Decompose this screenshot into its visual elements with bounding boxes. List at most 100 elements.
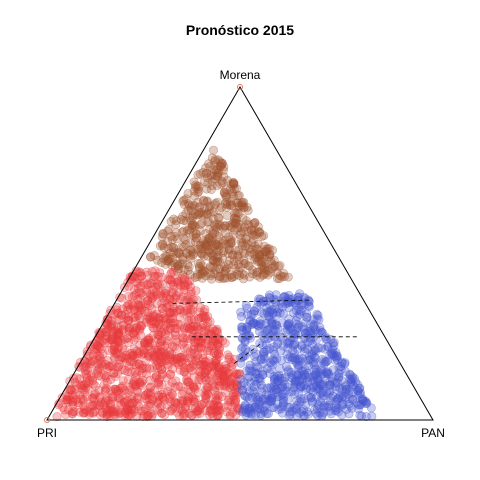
- data-point-pri: [111, 384, 121, 394]
- data-point-pri: [118, 325, 128, 335]
- data-point-pri: [131, 381, 141, 391]
- data-point-pan: [242, 382, 252, 392]
- data-point-pri: [189, 396, 199, 406]
- data-point-pri: [165, 301, 175, 311]
- data-point-pri: [214, 369, 224, 379]
- data-point-morena: [214, 241, 224, 251]
- data-point-pri: [213, 410, 223, 420]
- data-point-pan: [327, 377, 337, 387]
- data-point-pri: [165, 354, 175, 364]
- data-point-morena: [210, 171, 220, 181]
- data-point-pan: [291, 300, 301, 310]
- data-point-pri: [204, 329, 214, 339]
- data-point-morena: [199, 177, 209, 187]
- data-point-pan: [310, 405, 320, 415]
- data-point-pan: [254, 321, 264, 331]
- data-point-morena: [191, 233, 201, 243]
- data-point-morena: [207, 274, 217, 284]
- data-point-pri: [205, 346, 215, 356]
- data-point-pri: [168, 306, 178, 316]
- data-point-pri: [87, 400, 97, 410]
- data-point-pri: [184, 394, 194, 404]
- data-point-pri: [149, 310, 159, 320]
- data-point-pri: [192, 322, 202, 332]
- data-point-pri: [173, 276, 183, 286]
- data-point-pri: [113, 368, 123, 378]
- data-point-pan: [294, 305, 304, 315]
- data-point-pri: [234, 368, 244, 378]
- data-point-pri: [113, 406, 123, 416]
- data-point-morena: [256, 257, 266, 267]
- data-point-morena: [229, 178, 239, 188]
- data-point-pan: [348, 372, 358, 382]
- data-point-pri: [142, 270, 152, 280]
- data-point-pri: [189, 359, 199, 369]
- data-point-pan: [250, 403, 260, 413]
- data-point-morena: [208, 251, 218, 261]
- data-point-pri: [191, 403, 201, 413]
- data-point-pri: [101, 386, 111, 396]
- data-point-morena: [195, 269, 205, 279]
- data-point-morena: [214, 213, 224, 223]
- data-point-pan: [320, 357, 330, 367]
- data-point-pan: [316, 363, 326, 373]
- data-point-pri: [88, 350, 98, 360]
- data-point-pri: [152, 279, 162, 289]
- data-point-pan: [331, 399, 341, 409]
- data-point-pri: [167, 390, 177, 400]
- data-point-morena: [255, 227, 265, 237]
- data-point-pri: [152, 397, 162, 407]
- data-point-morena: [196, 240, 206, 250]
- data-point-pri: [124, 291, 134, 301]
- data-point-pan: [319, 379, 329, 389]
- data-point-pri: [112, 386, 122, 396]
- data-point-pri: [108, 334, 118, 344]
- data-point-pan: [316, 343, 326, 353]
- data-point-pri: [187, 325, 197, 335]
- data-point-pan: [240, 401, 250, 411]
- data-point-pri: [165, 275, 175, 285]
- pri-vertex-marker: [44, 417, 50, 423]
- data-point-pri: [202, 365, 212, 375]
- data-point-pri: [82, 406, 92, 416]
- data-point-pri: [169, 267, 179, 277]
- data-point-pan: [244, 394, 254, 404]
- data-point-morena: [243, 206, 253, 216]
- data-point-pri: [194, 366, 204, 376]
- data-point-morena: [210, 239, 220, 249]
- data-point-pri: [115, 314, 125, 324]
- data-point-pan: [269, 374, 279, 384]
- data-point-morena: [201, 241, 211, 251]
- data-point-morena: [213, 171, 223, 181]
- data-point-pan: [285, 402, 295, 412]
- data-point-morena: [201, 209, 211, 219]
- data-point-pan: [247, 366, 257, 376]
- data-point-pan: [297, 340, 307, 350]
- data-point-morena: [172, 249, 182, 259]
- data-point-pri: [189, 372, 199, 382]
- data-point-morena: [264, 244, 274, 254]
- data-point-pri: [182, 277, 192, 287]
- data-point-pan: [355, 410, 365, 420]
- data-point-pri: [203, 364, 213, 374]
- data-point-morena: [260, 247, 270, 257]
- data-point-pri: [159, 388, 169, 398]
- data-point-pri: [82, 365, 92, 375]
- data-point-pri: [88, 379, 98, 389]
- data-point-morena: [168, 253, 178, 263]
- data-point-pri: [184, 392, 194, 402]
- data-point-pan: [358, 394, 368, 404]
- data-point-pan: [243, 322, 253, 332]
- data-point-morena: [185, 213, 195, 223]
- data-point-pri: [142, 267, 152, 277]
- data-point-pri: [146, 319, 156, 329]
- data-point-pan: [311, 364, 321, 374]
- data-point-morena: [227, 200, 237, 210]
- data-point-morena: [158, 240, 168, 250]
- data-point-pan: [246, 315, 256, 325]
- data-point-pri: [147, 293, 157, 303]
- data-point-pan: [271, 295, 281, 305]
- data-point-pan: [300, 380, 310, 390]
- data-point-pan: [301, 312, 311, 322]
- data-point-morena: [252, 267, 262, 277]
